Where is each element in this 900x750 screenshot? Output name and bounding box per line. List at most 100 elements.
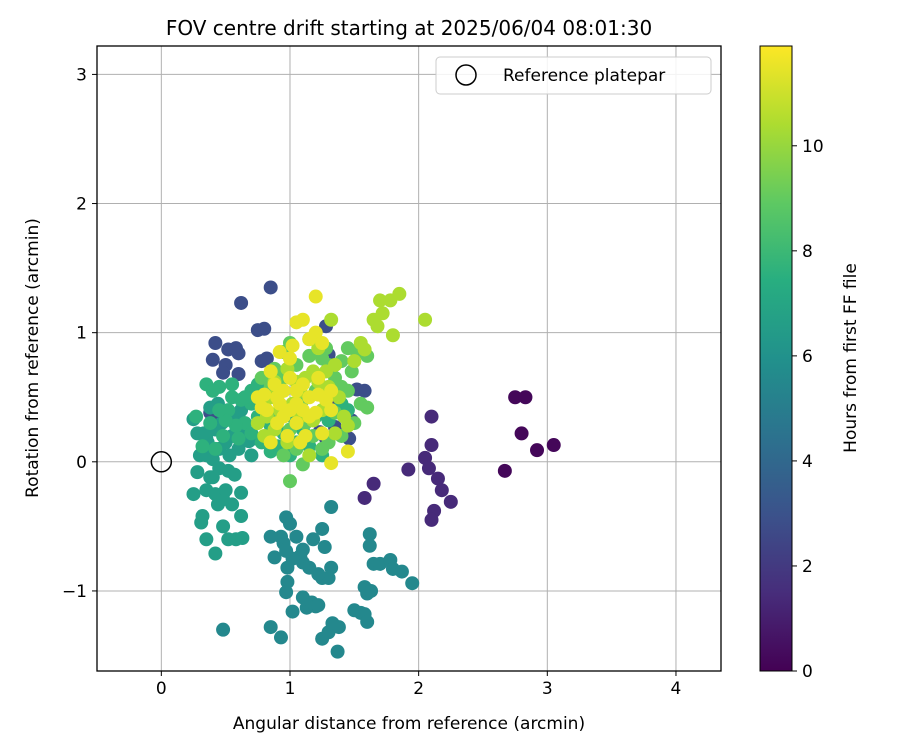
colorbar-tick-label: 0 <box>802 662 813 682</box>
data-point <box>430 471 445 486</box>
data-point <box>282 403 297 418</box>
data-point <box>216 428 231 443</box>
data-point <box>285 338 300 353</box>
data-point <box>273 529 288 544</box>
data-point <box>216 519 231 534</box>
data-point <box>234 485 249 500</box>
data-point <box>315 336 330 351</box>
data-point <box>203 416 218 431</box>
data-point <box>308 405 323 420</box>
colorbar-ticks: 0 2 4 6 8 10 <box>792 137 824 682</box>
data-point <box>263 435 278 450</box>
data-point <box>324 312 339 327</box>
data-point <box>194 515 209 530</box>
data-point <box>357 383 372 398</box>
x-axis-ticks: 0 1 2 3 4 <box>156 671 681 699</box>
data-point <box>282 351 297 366</box>
data-point <box>195 439 210 454</box>
colorbar-gradient <box>759 45 793 672</box>
data-point <box>231 431 246 446</box>
data-point <box>418 312 433 327</box>
data-point <box>530 443 545 458</box>
data-point <box>364 583 379 598</box>
data-point <box>298 428 313 443</box>
data-point <box>546 438 561 453</box>
data-point <box>208 336 223 351</box>
data-point <box>231 366 246 381</box>
data-point <box>272 396 287 411</box>
data-point <box>324 500 339 515</box>
x-axis-label: Angular distance from reference (arcmin) <box>233 714 585 734</box>
data-point <box>315 426 330 441</box>
data-point <box>518 390 533 405</box>
data-point <box>205 352 220 367</box>
y-tick-label: 1 <box>76 324 87 344</box>
data-point <box>280 574 295 589</box>
data-point <box>373 293 388 308</box>
x-tick-label: 4 <box>671 679 682 699</box>
data-point <box>424 438 439 453</box>
data-point <box>497 463 512 478</box>
data-point <box>324 383 339 398</box>
data-point <box>263 280 278 295</box>
data-point <box>508 390 523 405</box>
data-point <box>272 345 287 360</box>
data-point <box>366 476 381 491</box>
y-tick-label: 3 <box>76 65 87 85</box>
data-point <box>401 462 416 477</box>
data-point <box>250 416 265 431</box>
data-point <box>514 426 529 441</box>
data-point <box>263 620 278 635</box>
data-point <box>324 403 339 418</box>
data-point <box>282 516 297 531</box>
y-axis-label: Rotation from reference (arcmin) <box>23 218 43 498</box>
legend: Reference platepar <box>435 56 712 95</box>
data-point <box>259 351 274 366</box>
data-point <box>216 622 231 637</box>
data-point <box>280 428 295 443</box>
data-point <box>362 527 377 542</box>
data-point <box>186 487 201 502</box>
data-point <box>273 630 288 645</box>
data-point <box>302 332 317 347</box>
data-point <box>357 490 372 505</box>
colorbar-label: Hours from first FF file <box>841 263 861 453</box>
data-point <box>289 315 304 330</box>
data-point <box>289 529 304 544</box>
data-point <box>311 387 326 402</box>
data-point <box>276 448 291 463</box>
chart-title: FOV centre drift starting at 2025/06/04 … <box>166 16 652 40</box>
data-point <box>315 521 330 536</box>
data-point <box>340 444 355 459</box>
plot-frame <box>96 45 722 672</box>
data-point <box>279 585 294 600</box>
data-point <box>308 289 323 304</box>
data-point <box>218 483 233 498</box>
data-point <box>234 295 249 310</box>
legend-label: Reference platepar <box>503 66 665 86</box>
data-point <box>222 448 237 463</box>
colorbar-tick-label: 10 <box>802 137 824 157</box>
data-point <box>282 474 297 489</box>
data-point <box>306 532 321 547</box>
data-point <box>267 550 282 565</box>
data-point <box>311 598 326 613</box>
data-point <box>212 403 227 418</box>
data-point <box>280 560 295 575</box>
colorbar-tick-label: 4 <box>802 452 813 472</box>
data-point <box>328 357 343 372</box>
data-point <box>285 604 300 619</box>
data-point <box>205 383 220 398</box>
data-point <box>234 403 249 418</box>
data-point <box>340 418 355 433</box>
x-tick-label: 2 <box>413 679 424 699</box>
data-point <box>302 448 317 463</box>
legend-box <box>435 56 712 95</box>
data-point <box>443 494 458 509</box>
colorbar-tick-label: 6 <box>802 347 813 367</box>
data-point <box>235 530 250 545</box>
data-point <box>347 354 362 369</box>
data-point <box>328 426 343 441</box>
data-point <box>357 342 372 357</box>
